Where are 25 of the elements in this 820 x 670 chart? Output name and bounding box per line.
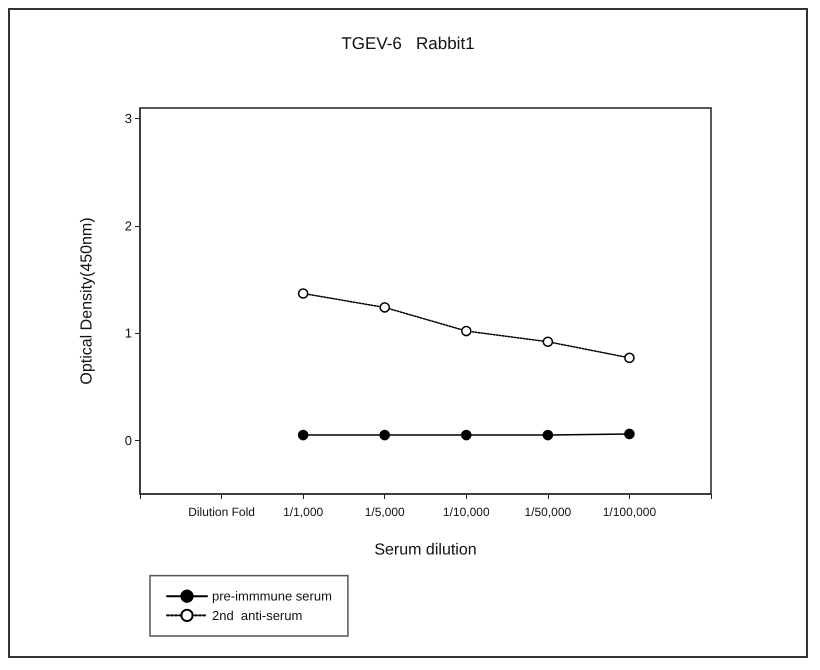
- y-tick-label: 3: [124, 111, 132, 126]
- x-tick-label: 1/50,000: [524, 505, 572, 519]
- y-tick-label: 1: [124, 326, 132, 341]
- point: [624, 352, 635, 364]
- legend-label: pre-immmune serum: [212, 588, 332, 604]
- chart-title: TGEV-6 Rabbit1: [341, 34, 475, 53]
- point: [624, 428, 635, 440]
- x-axis-title: Serum dilution: [374, 542, 477, 558]
- x-tick-label: 1/10,000: [442, 505, 490, 519]
- x-tick-label: Dilution Fold: [188, 505, 255, 519]
- point: [461, 430, 472, 440]
- x-tick-label: 1/5,000: [364, 505, 406, 519]
- y-axis-title: Optical Density(450nm): [78, 217, 96, 385]
- legend-label: 2nd anti-serum: [212, 608, 302, 623]
- point: [298, 288, 308, 299]
- point: [379, 302, 390, 313]
- x-tick-label: 1/100,000: [602, 505, 656, 519]
- y-tick-label: 2: [124, 218, 132, 234]
- point: [298, 430, 308, 440]
- point: [379, 430, 390, 440]
- point: [542, 336, 554, 347]
- x-tick-label: 1/1,000: [283, 505, 324, 519]
- point: [542, 430, 554, 440]
- point: [461, 326, 472, 336]
- y-tick-label: 0: [124, 432, 132, 448]
